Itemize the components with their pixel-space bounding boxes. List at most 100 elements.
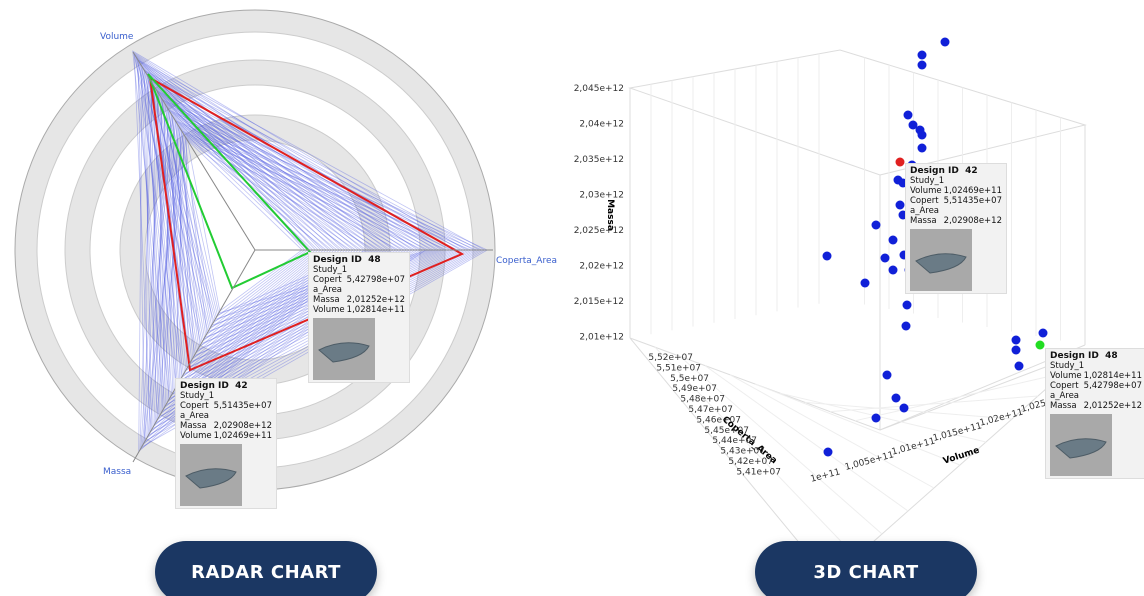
tooltip-image [180,444,242,506]
scatter-point [823,447,833,457]
scatter-point [1038,328,1048,338]
radar-line [160,113,411,414]
radar-line [146,92,421,438]
scatter-point [888,235,898,245]
tooltip-row: Coperta_Area 5,42798e+07 [1050,381,1142,401]
radar-line [133,52,419,432]
tooltip-value: 5,51435e+07 [943,196,1002,206]
tooltip-id: 48 [368,255,381,265]
radar-line [148,126,357,435]
tooltip-study: Study_1 [313,265,348,275]
axis-label: Coperta_Area [496,256,557,266]
tooltip-study: Study_1 [180,391,215,401]
tick-label: 5,43e+07 [720,447,765,457]
tick-label: 5,44e+07 [712,436,757,446]
tick-label: 2,02e+12 [579,262,624,272]
axis [132,249,256,463]
tooltip-value: 5,51435e+07 [213,401,272,411]
tick-label: 2,03e+12 [579,191,624,201]
radar-line [134,54,395,377]
radar-line [143,67,316,343]
tooltip-key: Massa [910,216,937,226]
tick-label: 2,015e+12 [574,297,624,307]
grid-line [729,374,935,489]
tick-label: 2,045e+12 [574,84,624,94]
radar-line [174,134,400,390]
tick-label: 5,52e+07 [648,353,693,363]
radar-line [153,103,416,426]
scatter-point [871,220,881,230]
tooltip-key: Coperta_Area [313,275,343,295]
radar-line [139,82,427,451]
tooltip: Design ID 48 Study_1 Coperta_Area 5,42798e+… [308,252,410,383]
axis [132,51,256,251]
grid-line [804,401,1013,420]
tooltip-key: Massa [1050,401,1077,411]
tick-label: 1,015e+11 [932,421,983,444]
tooltip-row: Massa 2,02908e+12 [910,216,1002,226]
grid-line [754,383,961,466]
radar-line [147,74,384,353]
tooltip-header: Design ID 42 [180,381,272,391]
tooltip-label: Design ID [313,255,362,265]
tooltip-label: Design ID [1050,351,1099,361]
tooltip-key: Volume [910,186,942,196]
scatter-point [902,300,912,310]
button[interactable]: 3D CHART [755,541,977,596]
radar-line [184,135,376,335]
radar-line [159,96,349,416]
tooltip-value: 1,02469e+11 [943,186,1002,196]
boat-icon [1055,438,1107,459]
tooltip-row: Coperta_Area 5,51435e+07 [180,401,272,421]
axis-title: Massa [605,199,615,231]
scatter-point [1014,361,1024,371]
scatter-point [822,251,832,261]
tooltip-value: 5,42798e+07 [346,275,405,285]
tooltip-value: 2,01252e+12 [346,295,405,305]
grid-line [854,372,1065,422]
radar-line [152,86,354,428]
tooltip-image [313,318,375,380]
tick-label: 5,49e+07 [672,384,717,394]
scatter-point [888,265,898,275]
tooltip-id: 42 [235,381,248,391]
grid-line [679,356,883,535]
radar-line [153,84,378,341]
tooltip-id: 48 [1105,351,1118,361]
tick-label: 5,48e+07 [680,395,725,405]
tooltip-value: 5,42798e+07 [1083,381,1142,391]
scatter-point [891,393,901,403]
highlight-line [147,73,312,290]
radar-line [179,127,333,380]
radar-line [136,57,322,355]
scatter-point [1011,345,1021,355]
scatter-point [895,200,905,210]
tick-label: 1,01e+11 [891,436,937,457]
radar-line [141,116,362,447]
boat-icon [318,342,370,363]
radar-line [136,56,346,410]
scatter-point [917,50,927,60]
scatter-point [940,37,950,47]
radar-line [155,136,351,422]
radar-line [140,64,389,365]
tooltip-row: Coperta_Area 5,42798e+07 [313,275,405,295]
axis-label: Volume [100,32,134,42]
tooltip-label: Design ID [180,381,229,391]
tooltip-image [910,229,972,291]
tooltip-row: Volume 1,02469e+11 [910,186,1002,196]
radar-line [178,125,381,347]
tooltip-row: Volume 1,02469e+11 [180,431,272,441]
button[interactable]: RADAR CHART [155,541,377,596]
radar-line [156,89,306,318]
radar-line [167,123,405,402]
scatter-point [903,110,913,120]
radar-line [152,83,403,396]
tooltip-header: Design ID 42 [910,166,1002,176]
scatter-point [895,157,905,167]
radar-line [180,128,309,325]
tick-label: 2,04e+12 [579,120,624,130]
radar-line [186,138,303,312]
tooltip-key: Volume [313,305,345,315]
tick-label: 2,01e+12 [579,333,624,343]
